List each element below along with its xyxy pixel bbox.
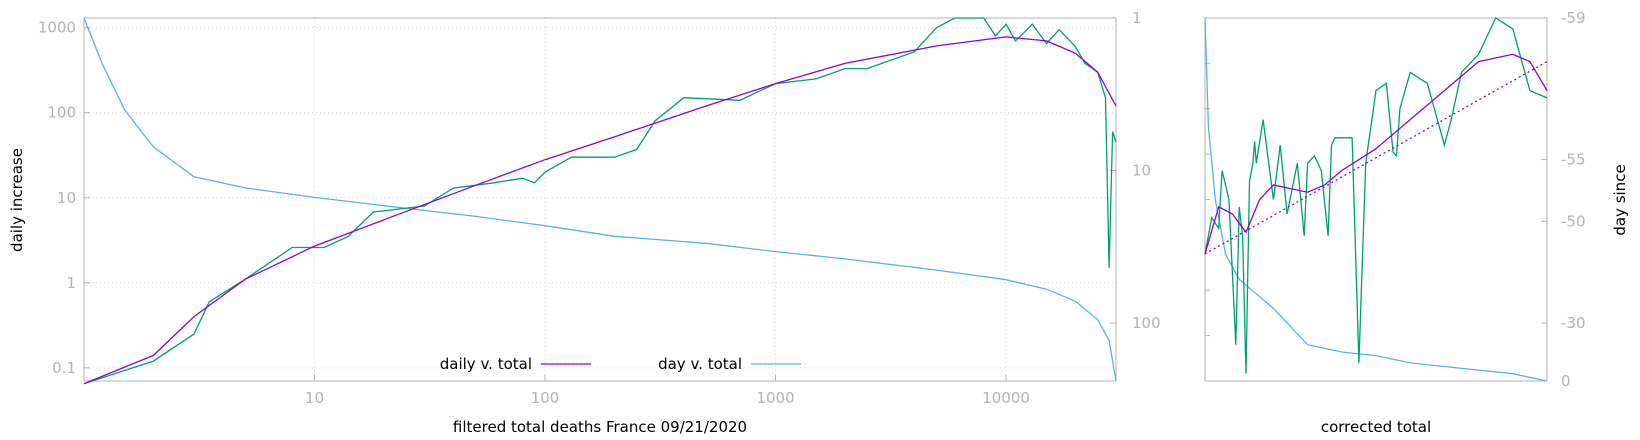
y2-tick-label: 100: [1132, 314, 1161, 332]
series-line-daily: [83, 36, 1117, 385]
main-y-axis-label: daily increase: [8, 148, 26, 252]
inset-y2-tick-label: -55: [1561, 151, 1586, 169]
legend-label-daily: daily v. total: [440, 355, 532, 373]
inset-series-line-day: [1204, 17, 1548, 382]
y2-tick-label: 10: [1132, 162, 1151, 180]
y-tick-label: 0.1: [52, 359, 76, 377]
y-tick-label: 100: [47, 104, 76, 122]
x-tick-label: 1000: [756, 389, 794, 407]
legend-label-day: day v. total: [658, 355, 742, 373]
x-tick-label: 10: [305, 389, 324, 407]
inset-y2-axis-label: day since: [1611, 164, 1629, 235]
inset-x-axis-label: corrected total: [1321, 418, 1431, 436]
x-tick-label: 100: [531, 389, 560, 407]
inset-series-line-daily: [1204, 53, 1548, 255]
main-tick-labels: 10 100 1000 10000 0.1 1 10 100 1000 1 10 100: [38, 9, 1161, 407]
inset-y2-tick-label: -59: [1561, 9, 1586, 27]
series-line-raw: [83, 17, 1117, 385]
y2-tick-label: 1: [1132, 9, 1142, 27]
main-plot-frame: [83, 17, 1117, 382]
inset-series-line-daily_fit: [1204, 61, 1548, 255]
y-tick-label: 1000: [38, 19, 76, 37]
inset-y2-tick-label: -50: [1561, 212, 1586, 230]
main-x-axis-label: filtered total deaths France 09/21/2020: [453, 418, 747, 436]
main-series: [83, 17, 1117, 385]
inset-plot-frame: [1204, 17, 1548, 382]
inset-series-line-raw: [1204, 17, 1548, 374]
y-tick-label: 1: [66, 274, 76, 292]
series-line-day: [83, 17, 1117, 382]
y-tick-label: 10: [57, 189, 76, 207]
inset-series: [1204, 17, 1548, 382]
inset-y2-tick-label: 0: [1561, 372, 1571, 390]
legend: daily v. total day v. total: [440, 355, 801, 373]
inset-tick-labels: -59 -55 -50 -30 0: [1205, 9, 1586, 390]
inset-y2-tick-label: -30: [1561, 314, 1586, 332]
x-tick-label: 10000: [982, 389, 1030, 407]
main-grid: [84, 18, 1116, 381]
